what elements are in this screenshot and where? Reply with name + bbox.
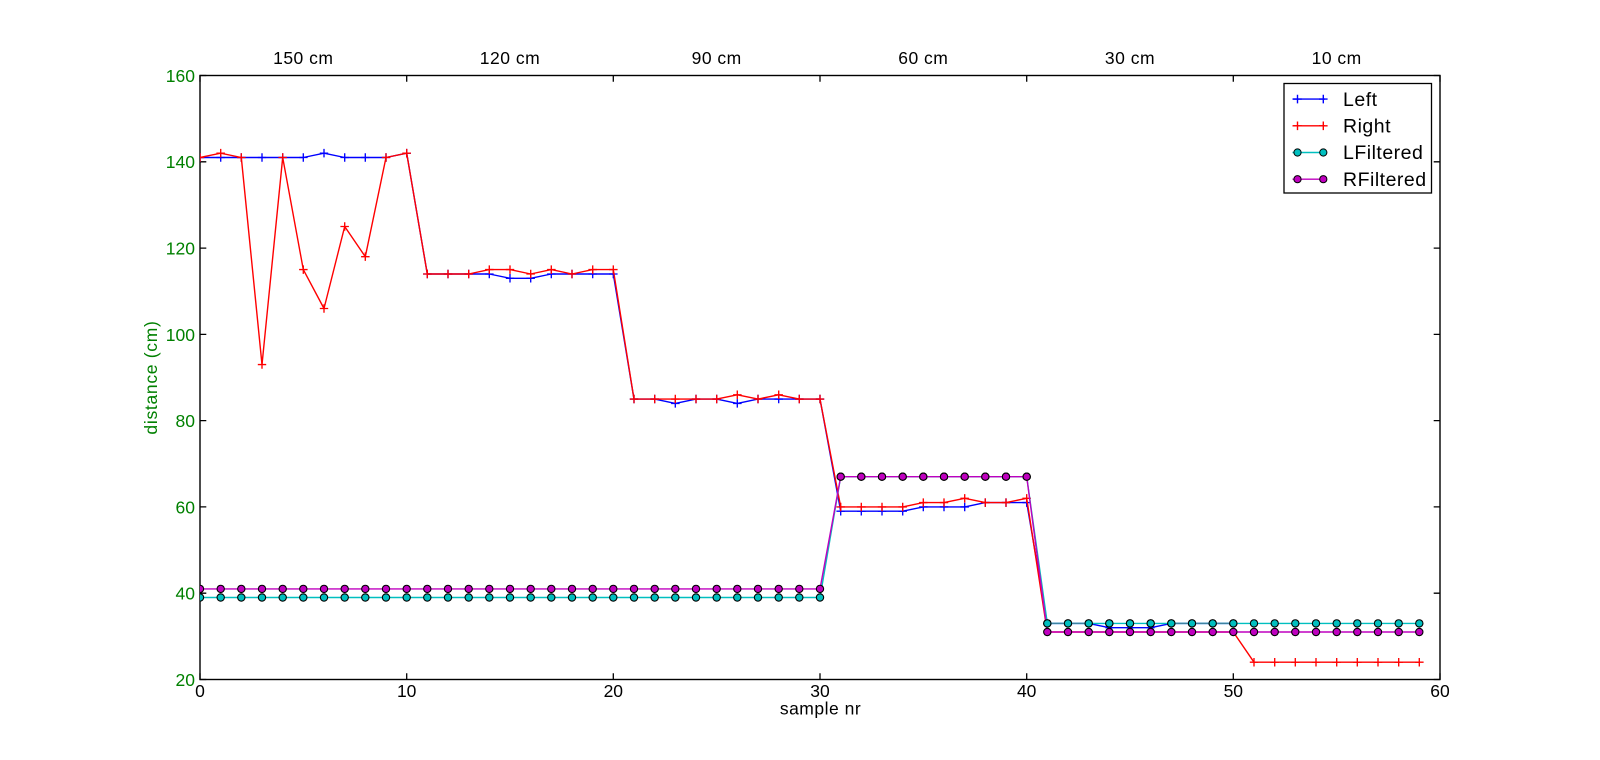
svg-text:20: 20 [604,681,624,701]
svg-text:100: 100 [166,325,195,345]
svg-text:50: 50 [1224,681,1244,701]
svg-text:0: 0 [195,681,205,701]
svg-text:60: 60 [176,497,196,517]
svg-text:10 cm: 10 cm [1312,48,1362,68]
svg-text:140: 140 [166,152,195,172]
svg-text:30 cm: 30 cm [1105,48,1155,68]
svg-text:150 cm: 150 cm [273,48,333,68]
svg-text:Left: Left [1343,89,1378,111]
svg-text:80: 80 [176,411,196,431]
svg-text:Right: Right [1343,116,1391,138]
svg-text:20: 20 [176,670,196,690]
svg-text:160: 160 [166,66,195,86]
svg-text:120 cm: 120 cm [480,48,540,68]
svg-text:RFiltered: RFiltered [1343,169,1427,191]
svg-text:40: 40 [1017,681,1037,701]
svg-text:90 cm: 90 cm [692,48,742,68]
svg-text:40: 40 [176,584,196,604]
svg-text:30: 30 [810,681,830,701]
svg-text:10: 10 [397,681,417,701]
svg-text:60 cm: 60 cm [898,48,948,68]
svg-text:distance (cm): distance (cm) [141,320,161,434]
svg-text:sample nr: sample nr [780,699,861,719]
svg-text:LFiltered: LFiltered [1343,142,1423,164]
svg-text:60: 60 [1430,681,1450,701]
svg-text:120: 120 [166,239,195,259]
